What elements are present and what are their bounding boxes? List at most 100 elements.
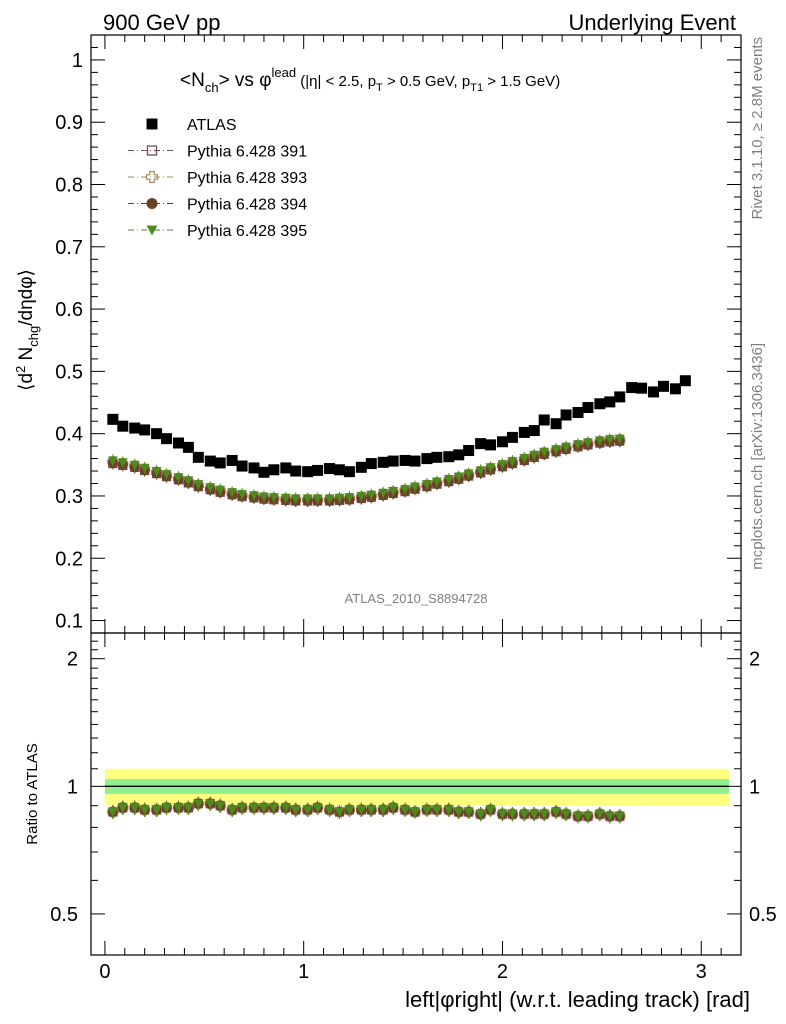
legend-label: Pythia 6.428 393 [187,170,307,187]
atlas-point [614,391,626,403]
atlas-point [669,383,681,395]
ratio-point [151,805,162,815]
ratio-point [139,805,150,815]
ratio-tick-label: 1 [67,776,78,798]
ratio-point [107,807,118,817]
mc-point [139,463,150,473]
svg-text:<Nch> vs φlead (|η| < 2.5, pT: <Nch> vs φlead (|η| < 2.5, pT > 0.5 GeV,… [180,65,560,95]
mc-point [400,485,411,495]
atlas-point [636,382,648,394]
atlas-point [679,375,691,387]
mc-point [302,494,313,504]
mc-point [497,460,508,470]
x-axis: 0 1 2 3 [99,35,722,983]
ratio-point [302,805,313,815]
ratio-point [529,810,540,820]
atlas-point [312,464,324,476]
atlas-point [161,433,173,445]
atlas-point [538,414,550,426]
legend-label: Pythia 6.428 391 [187,144,307,161]
mc-point [117,458,128,468]
ratio-point [463,807,474,817]
mc-point [573,440,584,450]
main-y-label: ⟨d2 Nchg/dηdφ⟩ [13,269,41,391]
mc-point [258,492,269,502]
mc-point [539,447,550,457]
mc-point [561,442,572,452]
atlas-point [648,386,660,398]
mc-point [183,476,194,486]
mc-point [356,491,367,501]
ratio-tick-label: 0.5 [50,904,78,926]
main-data-points [107,375,691,507]
atlas-point [421,453,433,465]
atlas-point [280,462,292,474]
atlas-point [117,420,129,432]
ratio-point [344,805,355,815]
mc-point [312,494,323,504]
ratio-point [129,803,140,813]
atlas-point [443,451,455,463]
mc-point [107,456,118,466]
atlas-point [129,422,141,434]
mc-point [280,493,291,503]
mc-point [227,488,238,498]
ratio-panel: 0.5 0.5 1 1 2 2 Ratio to ATLAS [24,632,777,956]
ratio-point [475,810,486,820]
atlas-point [594,398,606,410]
legend-marker [146,198,158,209]
ratio-point [268,803,279,813]
ratio-point [378,805,389,815]
mc-point [475,466,486,476]
main-panel: 0.1 0.2 0.3 0.4 0.5 0.6 0.7 0.8 0.9 1 ATLAS Pythia… [13,34,742,634]
mc-point [443,475,454,485]
ratio-tick-label-right: 0.5 [749,904,777,926]
y-tick-label: 0.9 [55,112,83,134]
ratio-point [248,803,259,813]
ratio-point [193,799,204,809]
atlas-point [151,428,163,440]
atlas-point [258,466,270,478]
ratio-point [366,805,377,815]
atlas-point [657,380,669,392]
mcplots-label: mcplots.cern.ch [arXiv:1306.3436] [749,343,766,570]
legend: ATLAS Pythia 6.428 391 Pythia 6.428 393 Pyt… [128,117,307,240]
ratio-point [356,805,367,815]
header-right: Underlying Event [568,10,736,35]
atlas-point [182,441,194,453]
x-tick-label: 2 [497,961,508,983]
mc-point [378,488,389,498]
mc-point [237,490,248,500]
ratio-point [561,810,572,820]
x-tick-label: 0 [99,961,110,983]
ratio-point [410,807,421,817]
x-axis-label: left|φright| (w.r.t. leading track) [rad… [405,987,750,1012]
mc-point [507,457,518,467]
mc-point [594,436,605,446]
ratio-tick-label: 2 [67,649,78,671]
svg-text:⟨d2 Nchg/dηdφ⟩: ⟨d2 Nchg/dηdφ⟩ [13,269,41,391]
ratio-point [324,805,335,815]
mc-point [268,493,279,503]
mc-point [421,480,432,490]
atlas-point [204,455,216,467]
ratio-data-points [107,796,626,824]
atlas-point [518,426,530,438]
atlas-point [192,451,204,463]
y-tick-label: 0.4 [55,424,83,446]
atlas-point [365,458,377,470]
atlas-point [560,409,572,421]
atlas-point [355,461,367,473]
mc-point [485,463,496,473]
y-tick-label: 0.6 [55,299,83,321]
atlas-point [506,431,518,443]
analysis-label: ATLAS_2010_S8894728 [345,591,488,606]
atlas-point [550,418,562,430]
ratio-point [551,807,562,817]
legend-label: Pythia 6.428 395 [187,223,307,240]
chart-title: <Nch> vs φlead (|η| < 2.5, pT > 0.5 GeV,… [180,65,560,95]
ratio-point [519,810,530,820]
ratio-point [604,812,615,822]
atlas-point [268,464,280,476]
